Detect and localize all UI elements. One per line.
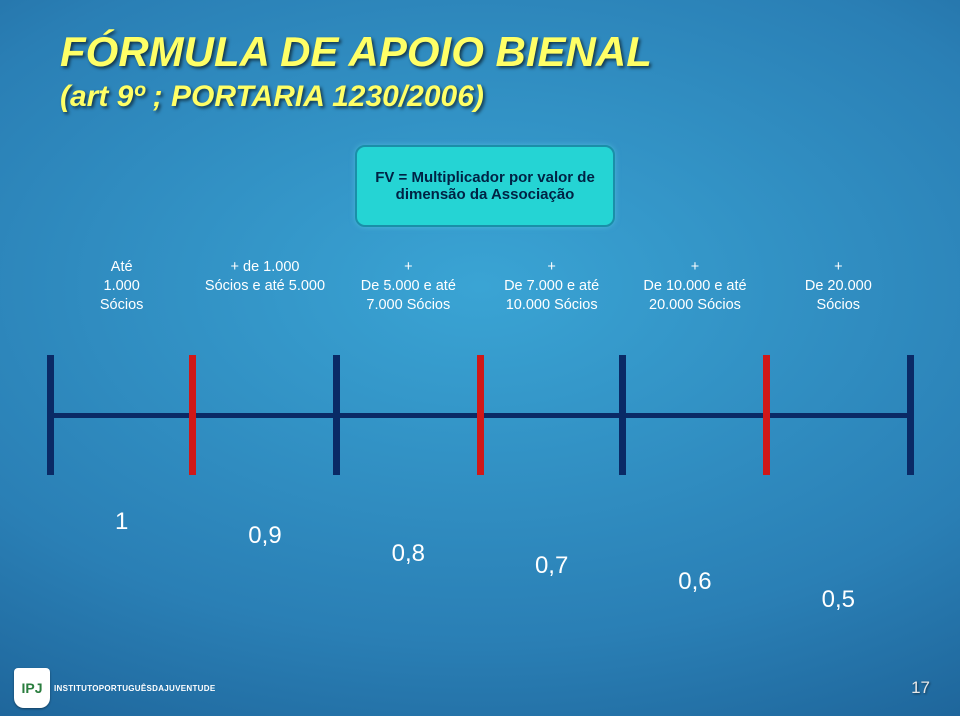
column-value: 1 (50, 508, 193, 614)
timeline-tick (619, 355, 626, 475)
timeline-tick (477, 355, 484, 475)
formula-box: FV = Multiplicador por valor de dimensão… (355, 145, 615, 227)
logo: IPJ INSTITUTOPORTUGUÊSDAJUVENTUDE (14, 668, 215, 708)
formula-text: FV = Multiplicador por valor de dimensão… (367, 169, 603, 203)
column-value: 0,8 (337, 508, 480, 614)
timeline (50, 355, 910, 475)
column-label: +De 20.000Sócios (767, 258, 910, 315)
logo-text: INSTITUTOPORTUGUÊSDAJUVENTUDE (54, 684, 215, 693)
column-label: +De 10.000 e até20.000 Sócios (623, 258, 766, 315)
column-value: 0,7 (480, 508, 623, 614)
values-row: 10,90,80,70,60,5 (50, 508, 910, 614)
title-text: FÓRMULA DE APOIO BIENAL (60, 28, 652, 75)
page-number: 17 (911, 678, 930, 698)
column-label: Até1.000Sócios (50, 258, 193, 315)
column-label: +De 5.000 e até7.000 Sócios (337, 258, 480, 315)
labels-row: Até1.000Sócios+ de 1.000Sócios e até 5.0… (50, 258, 910, 315)
timeline-tick (907, 355, 914, 475)
timeline-tick (333, 355, 340, 475)
column-label: + de 1.000Sócios e até 5.000 (193, 258, 336, 315)
column-value: 0,5 (767, 508, 910, 614)
timeline-tick (47, 355, 54, 475)
column-value: 0,6 (623, 508, 766, 614)
timeline-tick (189, 355, 196, 475)
slide-title: FÓRMULA DE APOIO BIENAL (art 9º ; PORTAR… (60, 28, 652, 114)
timeline-tick (763, 355, 770, 475)
subtitle-text: (art 9º ; PORTARIA 1230/2006) (60, 80, 652, 114)
logo-badge: IPJ (14, 668, 50, 708)
column-value: 0,9 (193, 508, 336, 614)
column-label: +De 7.000 e até10.000 Sócios (480, 258, 623, 315)
